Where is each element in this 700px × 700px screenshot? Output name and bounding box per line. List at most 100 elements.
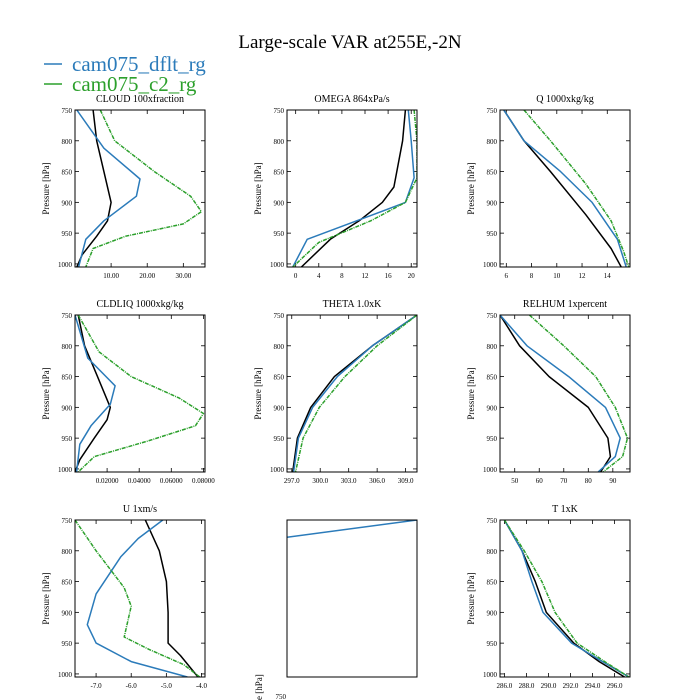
series-line-1 (300, 110, 407, 267)
y-tick-label: 1000 (58, 466, 73, 474)
y-tick-label: 950 (274, 435, 285, 443)
x-tick-label: 0.04000 (128, 477, 151, 485)
series-group (76, 110, 203, 267)
chart-panel-5: THETA 1.0xK Pressure [hPa] 750 800 850 900 950… (253, 299, 418, 485)
y-tick-label: 1000 (483, 671, 498, 679)
y-tick-label: 900 (274, 404, 285, 412)
x-tick-label: 50 (511, 477, 519, 485)
y-tick-label: 950 (62, 230, 73, 238)
y-tick-label: 800 (274, 138, 285, 146)
y-axis-label: Pressure [hPa] (466, 367, 476, 419)
y-tick-label: 750 (487, 517, 498, 525)
series-line-3 (523, 110, 630, 267)
cutoff-ylabel: e [hPa] (254, 674, 264, 700)
panel-title: T 1xK (552, 504, 578, 515)
series-line-1 (500, 315, 612, 472)
cutoff-ytick: 750 (276, 693, 287, 700)
y-axis-label: Pressure [hPa] (41, 162, 51, 214)
plot-frame (74, 109, 206, 268)
y-tick-label: 850 (274, 169, 285, 177)
y-axis-label: Pressure [hPa] (253, 367, 263, 419)
figure-legend: cam075_dflt_rg cam075_c2_rg (44, 52, 206, 96)
y-axis-label: Pressure [hPa] (253, 162, 263, 214)
panel-title: CLDLIQ 1000xkg/kg (97, 299, 184, 310)
series-line-3 (77, 315, 205, 472)
y-tick-label: 800 (487, 548, 498, 556)
overflow-fragments: e [hPa] 750 (254, 674, 287, 700)
x-tick-label: -5.0 (161, 682, 173, 690)
x-tick-label: 8 (340, 272, 344, 280)
y-tick-label: 1000 (270, 261, 285, 269)
y-tick-label: 950 (274, 230, 285, 238)
x-tick-label: -7.0 (91, 682, 103, 690)
panel-title: THETA 1.0xK (323, 299, 382, 310)
y-tick-label: 1000 (58, 671, 73, 679)
x-tick-label: 12 (579, 272, 587, 280)
y-tick-label: 850 (487, 169, 498, 177)
series-line-1 (76, 110, 112, 267)
y-axis-label: Pressure [hPa] (466, 572, 476, 624)
series-group (75, 315, 205, 472)
series-line-3 (85, 110, 203, 267)
chart-panel-8 (286, 519, 418, 678)
x-tick-label: 286.0 (497, 682, 513, 690)
series-line-3 (503, 520, 630, 677)
series-line-1 (75, 315, 112, 472)
y-tick-label: 750 (62, 312, 73, 320)
x-tick-label: 20.00 (139, 272, 155, 280)
y-tick-label: 900 (62, 199, 73, 207)
plot-frame (74, 314, 206, 473)
series-group (503, 520, 630, 677)
x-tick-label: 80 (585, 477, 593, 485)
x-tick-label: 309.0 (398, 477, 414, 485)
y-tick-label: 1000 (270, 466, 285, 474)
y-tick-label: 750 (274, 312, 285, 320)
panel-title: U 1xm/s (123, 504, 157, 515)
chart-panel-7: U 1xm/s Pressure [hPa] 750 800 850 900 950 1000… (41, 504, 208, 690)
y-axis-label: Pressure [hPa] (41, 572, 51, 624)
panel-title: CLOUD 100xfraction (96, 94, 184, 105)
x-tick-label: 14 (604, 272, 612, 280)
y-tick-label: 1000 (483, 466, 498, 474)
x-tick-label: 0.02000 (96, 477, 119, 485)
series-line-2 (292, 110, 415, 267)
series-group (291, 315, 417, 472)
y-tick-label: 850 (62, 169, 73, 177)
panel-title: Q 1000xkg/kg (536, 94, 594, 105)
x-tick-label: 16 (385, 272, 393, 280)
y-tick-label: 750 (274, 107, 285, 115)
y-tick-label: 900 (62, 609, 73, 617)
chart-panel-1: CLOUD 100xfraction Pressure [hPa] 750 800 85… (41, 94, 206, 280)
x-tick-label: 12 (362, 272, 370, 280)
series-line-3 (292, 110, 417, 267)
y-tick-label: 850 (487, 579, 498, 587)
series-line-2 (292, 315, 417, 472)
series-line-2 (503, 110, 627, 267)
series-line-3 (294, 315, 417, 472)
x-tick-label: 306.0 (369, 477, 385, 485)
x-tick-label: 60 (536, 477, 544, 485)
y-tick-label: 750 (487, 107, 498, 115)
x-tick-label: 288.0 (519, 682, 535, 690)
series-line-1 (287, 520, 417, 538)
x-tick-label: 20 (408, 272, 416, 280)
legend-label-c2: cam075_c2_rg (72, 72, 197, 96)
series-line-1 (144, 520, 199, 677)
y-tick-label: 800 (487, 343, 498, 351)
x-tick-label: 70 (560, 477, 568, 485)
series-line-3 (75, 520, 201, 677)
x-tick-label: 0.08000 (192, 477, 215, 485)
series-line-1 (503, 110, 622, 267)
plot-frame (499, 314, 631, 473)
x-tick-label: 0.06000 (160, 477, 183, 485)
plot-frame (286, 109, 418, 268)
series-group (503, 110, 630, 267)
x-tick-label: 290.0 (541, 682, 557, 690)
x-tick-label: 90 (609, 477, 617, 485)
y-tick-label: 800 (62, 548, 73, 556)
panel-title: OMEGA 864xPa/s (314, 94, 389, 105)
series-line-2 (503, 520, 630, 677)
x-tick-label: -6.0 (126, 682, 138, 690)
